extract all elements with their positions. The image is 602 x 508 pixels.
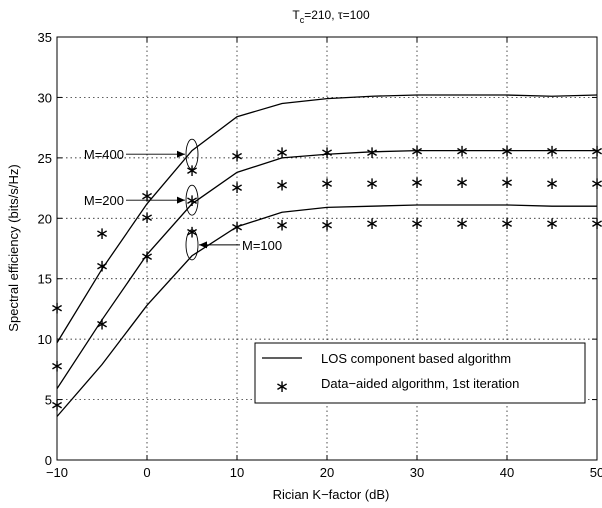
y-tick-label: 25 xyxy=(38,151,52,166)
data-point-m200: ∗ xyxy=(455,173,469,193)
x-tick-label: 40 xyxy=(500,465,514,480)
y-tick-label: 15 xyxy=(38,272,52,287)
legend-marker-swatch: ∗ xyxy=(275,377,289,397)
data-point-m200: ∗ xyxy=(275,175,289,195)
y-tick-label: 0 xyxy=(45,453,52,468)
ellipse-marker-m400 xyxy=(185,138,199,170)
data-point-m400: ∗ xyxy=(545,142,559,162)
x-tick-label: −10 xyxy=(46,465,68,480)
annotations: M=400 M=200 M=100 xyxy=(84,138,282,261)
data-point-m200: ∗ xyxy=(500,173,514,193)
x-tick-label: 0 xyxy=(143,465,150,480)
data-point-m100: ∗ xyxy=(365,214,379,234)
data-point-m100: ∗ xyxy=(275,215,289,235)
y-axis-label: Spectral efficiency (bits/s/Hz) xyxy=(6,164,21,331)
data-point-m400: ∗ xyxy=(455,142,469,162)
x-tick-label: 50 xyxy=(590,465,602,480)
y-tick-label: 35 xyxy=(38,30,52,45)
data-point-m400: ∗ xyxy=(365,143,379,163)
data-point-m200: ∗ xyxy=(185,191,199,211)
y-tick-label: 10 xyxy=(38,332,52,347)
y-tick-label: 30 xyxy=(38,90,52,105)
annotation-m400: M=400 xyxy=(84,147,124,162)
series-line-m200 xyxy=(56,149,597,390)
data-point-m400: ∗ xyxy=(95,224,109,244)
data-point-m100: ∗ xyxy=(230,218,244,238)
legend-label-data-aided: Data−aided algorithm, 1st iteration xyxy=(321,376,519,391)
data-point-m200: ∗ xyxy=(95,256,109,276)
annotation-m100: M=100 xyxy=(242,238,282,253)
x-tick-label: 20 xyxy=(320,465,334,480)
arrow-head-m400 xyxy=(177,150,185,158)
data-point-m400: ∗ xyxy=(140,186,154,206)
plot-frame xyxy=(56,36,598,461)
legend-box xyxy=(254,342,586,404)
legend-label-los: LOS component based algorithm xyxy=(321,351,511,366)
data-point-m100: ∗ xyxy=(455,214,469,234)
ellipse-marker-m200 xyxy=(185,184,199,216)
line-series-layer xyxy=(56,94,598,417)
data-point-m400: ∗ xyxy=(320,143,334,163)
data-point-m200: ∗ xyxy=(365,174,379,194)
marker-series-layer: ∗∗∗∗∗ ∗ ∗ ∗ ∗ ∗ ∗ ∗ ∗∗∗∗∗∗ ∗ ∗ ∗ ∗ ∗ ∗ ∗ ∗∗∗∗∗ ∗ ∗ ∗ ∗ ∗ ∗ ∗ ∗ ∗ xyxy=(50,142,602,416)
x-axis-ticks: −10 0 10 20 30 40 50 xyxy=(46,37,602,480)
y-axis-ticks: 0 5 10 15 20 25 30 35 xyxy=(38,30,597,468)
data-point-m200: ∗ xyxy=(320,174,334,194)
chart-title: Tc=210, τ=100 xyxy=(292,8,370,25)
data-point-m100: ∗ xyxy=(545,214,559,234)
x-axis-label: Rician K−factor (dB) xyxy=(273,487,390,502)
data-point-m200: ∗ xyxy=(545,174,559,194)
data-point-m100: ∗ xyxy=(140,247,154,267)
data-point-m100: ∗ xyxy=(185,223,199,243)
data-point-m400: ∗ xyxy=(500,142,514,162)
arrow-head-m100 xyxy=(199,241,207,249)
series-line-m100 xyxy=(56,204,597,417)
y-tick-label: 20 xyxy=(38,211,52,226)
data-point-m400: ∗ xyxy=(275,143,289,163)
annotation-m200: M=200 xyxy=(84,193,124,208)
data-point-m200: ∗ xyxy=(410,173,424,193)
series-line-m400 xyxy=(56,94,598,344)
y-tick-label: 5 xyxy=(45,393,52,408)
x-tick-label: 10 xyxy=(230,465,244,480)
data-point-m400: ∗ xyxy=(410,142,424,162)
ellipse-marker-m100 xyxy=(185,229,199,261)
x-tick-label: 30 xyxy=(410,465,424,480)
data-point-m100: ∗ xyxy=(410,214,424,234)
data-point-m200: ∗ xyxy=(140,208,154,228)
data-point-m400: ∗ xyxy=(590,142,602,162)
legend: LOS component based algorithm ∗ Data−aid… xyxy=(254,342,586,404)
data-point-m100: ∗ xyxy=(320,215,334,235)
data-point-m400: ∗ xyxy=(230,146,244,166)
data-point-m100: ∗ xyxy=(500,214,514,234)
data-point-m200: ∗ xyxy=(230,178,244,198)
data-point-m100: ∗ xyxy=(95,314,109,334)
arrow-head-m200 xyxy=(177,196,185,204)
data-point-m200: ∗ xyxy=(590,174,602,194)
data-point-m100: ∗ xyxy=(590,214,602,234)
